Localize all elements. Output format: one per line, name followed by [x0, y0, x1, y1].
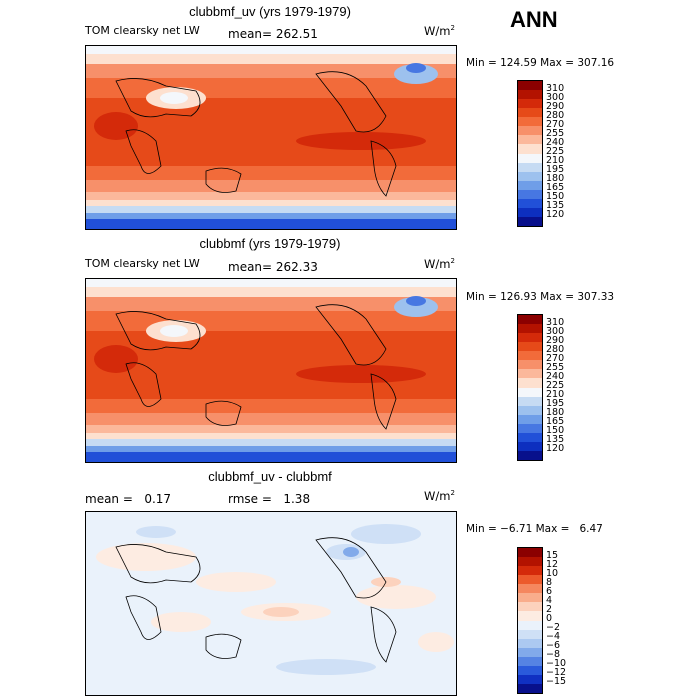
- panel3-map-field: [86, 512, 456, 695]
- colorbar-tick: 225: [546, 380, 565, 391]
- colorbar-tick: −12: [546, 667, 567, 678]
- colorbar-tick: −4: [546, 631, 561, 642]
- colorbar-tick: 270: [546, 119, 565, 130]
- panel1-minmax: Min = 124.59 Max = 307.16: [466, 57, 615, 69]
- colorbar-tick: 120: [546, 443, 565, 454]
- panel2-map-field: [86, 279, 456, 462]
- colorbar-tick: 150: [546, 425, 565, 436]
- season-label: ANN: [510, 7, 558, 32]
- colorbar-tick: 150: [546, 191, 565, 202]
- panel3-units: W/m2: [424, 489, 455, 503]
- colorbar-tick: 135: [546, 434, 565, 445]
- panel1-variable: TOM clearsky net LW: [85, 24, 200, 37]
- colorbar-tick: −8: [546, 649, 561, 660]
- colorbar-tick: −15: [546, 676, 567, 687]
- panel3-map: [85, 511, 457, 696]
- colorbar-tick: 280: [546, 110, 565, 121]
- colorbar-tick: −2: [546, 622, 561, 633]
- panel3-mean: mean = 0.17: [85, 492, 172, 506]
- colorbar-tick: 135: [546, 200, 565, 211]
- panel1-title: clubbmf_uv (yrs 1979-1979): [189, 4, 351, 19]
- panel2-colorbar-labels: 310 300 290 280 270 255 240 225 210 195 …: [546, 314, 586, 459]
- panel1-map: [85, 45, 457, 230]
- panel1-colorbar: [517, 80, 543, 227]
- colorbar-tick: 210: [546, 155, 565, 166]
- panel2-mean: mean= 262.33: [228, 260, 318, 274]
- panel1-units: W/m2: [424, 24, 455, 38]
- colorbar-tick: 210: [546, 389, 565, 400]
- panel2-map: [85, 278, 457, 463]
- colorbar-tick: 8: [546, 577, 553, 588]
- colorbar-tick: 2: [546, 604, 553, 615]
- colorbar-tick: 300: [546, 92, 565, 103]
- colorbar-tick: 290: [546, 335, 565, 346]
- colorbar-tick: 165: [546, 416, 565, 427]
- panel1-mean: mean= 262.51: [228, 27, 318, 41]
- panel3-rmse: rmse = 1.38: [228, 492, 311, 506]
- colorbar-tick: −10: [546, 658, 567, 669]
- panel2-minmax: Min = 126.93 Max = 307.33: [466, 291, 615, 303]
- colorbar-tick: 195: [546, 164, 565, 175]
- colorbar-tick: 255: [546, 128, 565, 139]
- colorbar-tick: 6: [546, 586, 553, 597]
- colorbar-tick: 310: [546, 317, 565, 328]
- colorbar-tick: 12: [546, 559, 559, 570]
- panel3-title: clubbmf_uv - clubbmf: [208, 469, 332, 484]
- panel2-units: W/m2: [424, 257, 455, 271]
- panel1-map-field: [86, 46, 456, 229]
- colorbar-tick: 225: [546, 146, 565, 157]
- colorbar-tick: 120: [546, 209, 565, 220]
- colorbar-tick: 4: [546, 595, 553, 606]
- panel2-title: clubbmf (yrs 1979-1979): [199, 236, 341, 251]
- colorbar-tick: 290: [546, 101, 565, 112]
- colorbar-tick: 180: [546, 407, 565, 418]
- colorbar-tick: 195: [546, 398, 565, 409]
- colorbar-tick: −6: [546, 640, 561, 651]
- colorbar-tick: 255: [546, 362, 565, 373]
- panel2-colorbar: [517, 314, 543, 461]
- colorbar-tick: 280: [546, 344, 565, 355]
- colorbar-tick: 15: [546, 550, 559, 561]
- panel3-colorbar-labels: 15 12 10 8 6 4 2 0 −2 −4 −6 −8 −10 −12 −…: [546, 547, 586, 692]
- colorbar-tick: 180: [546, 173, 565, 184]
- panel3-colorbar: [517, 547, 543, 694]
- colorbar-tick: 240: [546, 137, 565, 148]
- colorbar-tick: 310: [546, 83, 565, 94]
- colorbar-tick: 0: [546, 613, 553, 624]
- panel2-variable: TOM clearsky net LW: [85, 257, 200, 270]
- colorbar-tick: 270: [546, 353, 565, 364]
- colorbar-tick: 10: [546, 568, 559, 579]
- colorbar-tick: 300: [546, 326, 565, 337]
- panel3-minmax: Min = −6.71 Max = 6.47: [466, 523, 603, 535]
- colorbar-tick: 240: [546, 371, 565, 382]
- colorbar-tick: 165: [546, 182, 565, 193]
- panel1-colorbar-labels: 310 300 290 280 270 255 240 225 210 195 …: [546, 80, 586, 225]
